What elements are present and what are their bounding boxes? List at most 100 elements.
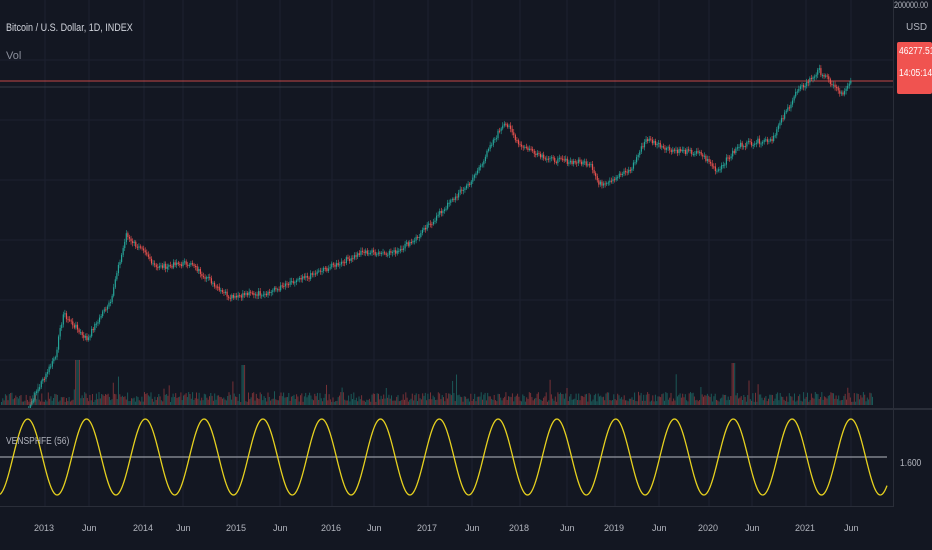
candle-body [114,279,116,288]
volume-label[interactable]: Vol [6,50,22,62]
price-chart-pane[interactable] [0,0,893,408]
oscillator-pane[interactable] [0,410,893,506]
candle-body [692,154,694,156]
oscillator-label[interactable]: VENSPHFE (56) [6,436,70,447]
candle-body [549,158,551,160]
candle-body [569,160,572,163]
volume-bar [734,363,736,405]
volume-bar [101,394,103,405]
volume-bar [251,393,253,405]
candle-body [750,142,753,146]
volume-bar [627,401,629,405]
volume-bar [133,397,135,405]
volume-bar [830,392,832,405]
candle-body [796,91,798,93]
volume-bar [172,393,174,405]
price-axis-max-label: 200000.00 [894,0,929,10]
volume-bar [24,400,26,405]
last-price-value: 46277.51 [899,46,932,57]
candle-body [791,100,794,105]
candle-body [538,153,540,155]
time-axis[interactable]: 2013 Jun 2014 Jun 2015 Jun 2016 Jun 2017 Jun 2018 J… [0,507,893,550]
volume-bar [397,395,399,405]
volume-bar [272,398,274,405]
volume-bar [316,392,318,405]
candle-body [347,257,349,259]
volume-bar [341,387,343,405]
candle-body [667,147,669,149]
volume-bar [181,400,183,405]
candle-body [459,189,461,193]
volume-bar [834,398,836,405]
volume-bar [814,392,816,405]
candle-body [699,151,701,153]
symbol-title[interactable]: Bitcoin / U.S. Dollar, 1D, INDEX [6,22,133,34]
candle-body [513,132,515,136]
candle-body [273,287,275,291]
volume-bar [427,393,429,405]
candle-body [801,85,803,87]
candle-body [283,286,285,288]
candle-body [337,263,339,266]
volume-bar [813,398,815,405]
volume-bar [443,397,444,405]
volume-bar [41,393,43,405]
candle-body [769,139,772,141]
volume-bar [469,401,470,405]
volume-bar [635,401,637,405]
candle-body [297,279,299,281]
candle-body [785,110,787,113]
volume-bar [513,401,515,405]
volume-bar [526,397,528,405]
volume-bar [110,400,112,405]
oscillator-chart[interactable] [0,410,893,506]
volume-bar [214,393,216,405]
volume-bar [773,400,775,405]
volume-bar [433,397,435,405]
candle-body [442,210,444,214]
price-axis[interactable] [893,0,932,507]
candle-body [470,181,472,185]
candle-body [29,404,31,408]
volume-bar [303,396,305,405]
volume-bar [417,401,418,405]
volume-bar [839,400,841,405]
volume-bar [475,401,477,405]
candle-body [503,123,505,126]
candle-body [613,179,616,181]
volume-bar [673,398,675,405]
candle-body [83,335,85,338]
price-chart[interactable] [0,0,893,408]
volume-bar [822,399,824,405]
volume-bar [36,399,38,405]
candle-body [451,199,453,201]
volume-bar [426,400,428,405]
volume-bar [145,393,147,405]
volume-bar [752,393,754,405]
pane-divider[interactable] [0,408,932,410]
time-axis-tick-jun: Jun [560,523,575,533]
volume-bar [788,393,790,405]
candle-body [428,223,430,225]
volume-bar [500,397,502,405]
volume-bar [861,397,863,405]
volume-bar [534,398,535,405]
time-axis-tick-jun: Jun [82,523,97,533]
time-axis-tick-jun: Jun [652,523,667,533]
volume-bar [55,394,57,405]
volume-bar [184,394,186,405]
volume-bar [376,393,378,405]
currency-label[interactable]: USD [906,22,928,33]
candle-body [51,361,53,367]
volume-bar [435,399,437,405]
volume-bar [290,396,292,405]
volume-bar [12,399,14,405]
candle-body [654,140,657,146]
candle-body [172,262,175,268]
volume-bar [547,401,548,405]
volume-bar [445,393,447,405]
volume-bar [495,400,496,405]
candle-body [149,256,151,259]
candle-body [251,292,253,294]
candle-body [122,248,124,255]
